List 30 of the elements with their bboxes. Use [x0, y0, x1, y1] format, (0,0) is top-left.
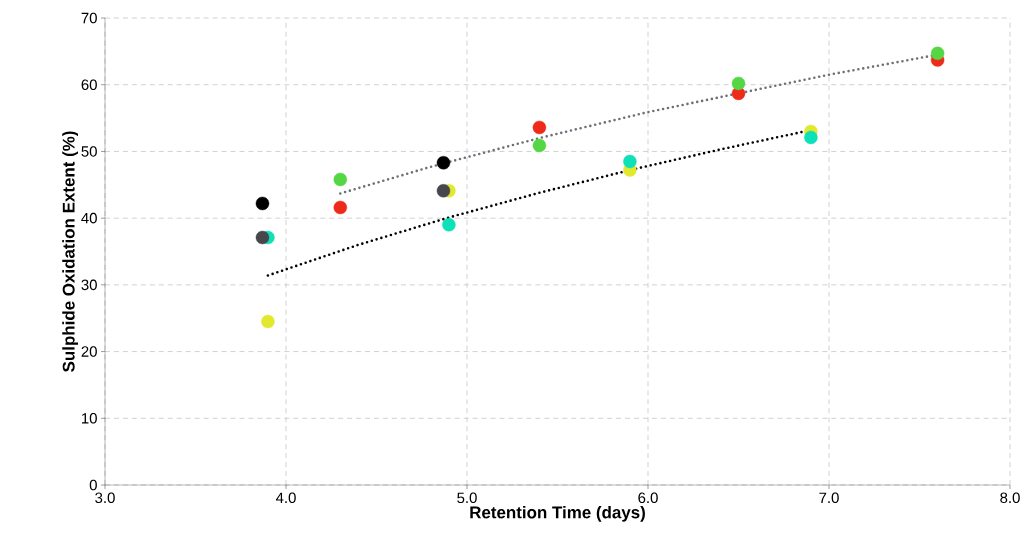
point — [804, 130, 818, 145]
y-axis-title: Sulphide Oxidation Extent (%) — [62, 131, 79, 372]
y-tick-label: 70 — [81, 12, 97, 24]
y-tick-label: 20 — [81, 346, 97, 357]
point — [442, 218, 456, 232]
x-tick-label: 8.0 — [1000, 492, 1020, 504]
x-tick-label: 7.0 — [819, 492, 839, 504]
point — [333, 200, 347, 215]
point — [436, 156, 451, 170]
y-tick-label: 40 — [81, 212, 97, 224]
point — [436, 184, 451, 198]
point — [532, 120, 547, 135]
x-tick-label: 5.0 — [457, 492, 477, 504]
y-tick-label: 50 — [81, 146, 97, 157]
y-tick-label: 30 — [81, 279, 97, 291]
point — [261, 314, 275, 329]
x-tick-label: 4.0 — [275, 492, 296, 504]
y-tick-label: 10 — [82, 412, 97, 424]
point — [532, 138, 547, 153]
y-tick-label: 60 — [81, 79, 97, 90]
y-tick-label: 0 — [89, 479, 97, 491]
point — [255, 196, 270, 211]
point — [623, 154, 637, 169]
point — [333, 172, 347, 187]
x-axis-title: Retention Time (days) — [470, 505, 645, 522]
x-tick-label: 3.0 — [95, 492, 115, 504]
point — [255, 230, 270, 245]
point — [930, 46, 945, 61]
point — [731, 76, 746, 91]
x-tick-label: 6.0 — [638, 492, 658, 504]
